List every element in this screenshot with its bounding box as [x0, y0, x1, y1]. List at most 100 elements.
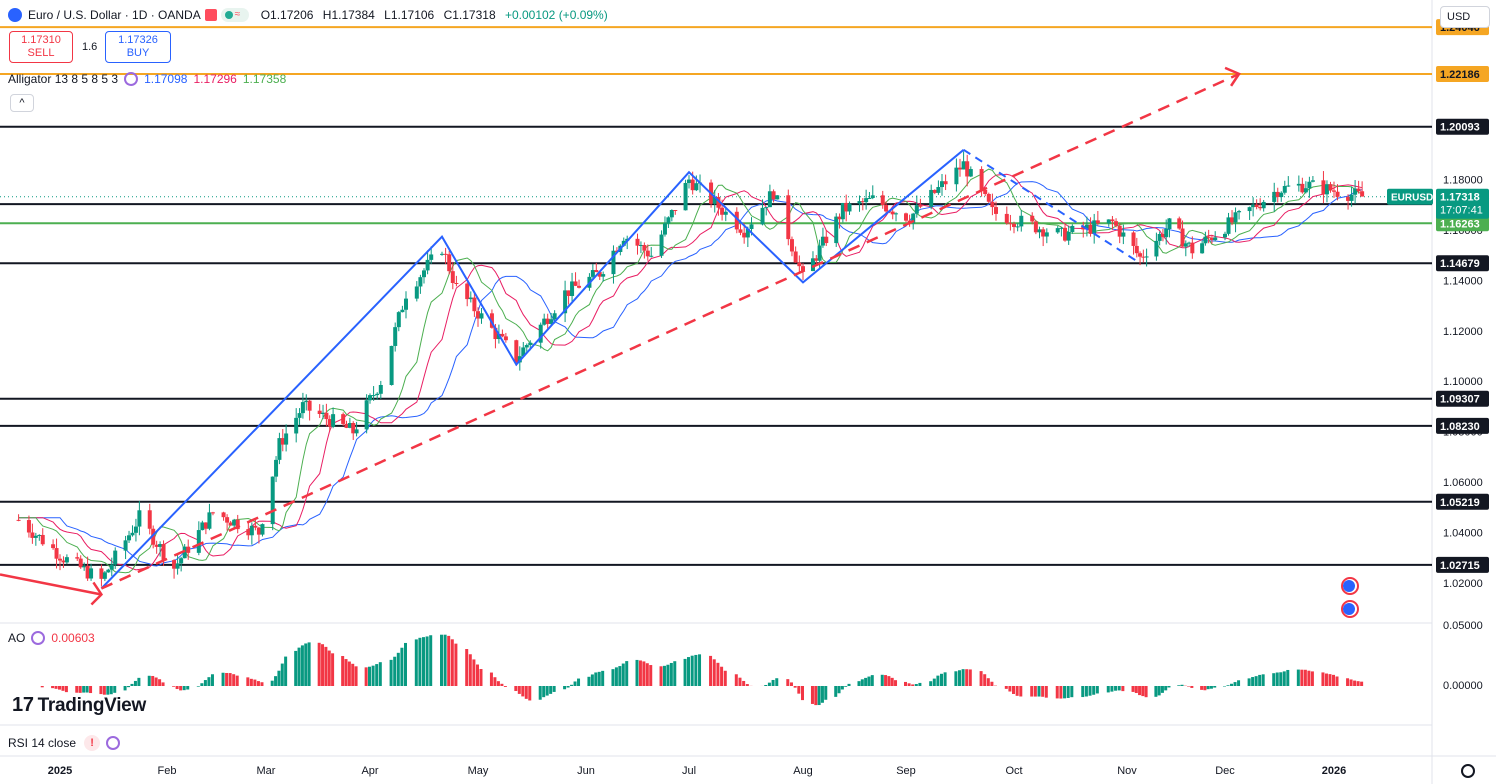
ao-bar: [965, 669, 969, 686]
alligator-legend[interactable]: Alligator 13 8 5 8 5 3 1.17098 1.17296 1…: [8, 72, 286, 86]
ao-bar: [127, 686, 131, 688]
blue-dashed-line: [963, 148, 1141, 265]
candle-body: [514, 340, 519, 363]
symbol-title[interactable]: Euro / U.S. Dollar · 1D · OANDA: [28, 8, 201, 22]
ao-legend[interactable]: AO 0.00603: [8, 631, 95, 645]
ao-bar: [200, 683, 204, 686]
candle-body: [789, 239, 794, 252]
ao-bar: [1279, 672, 1283, 686]
candle-body: [965, 161, 970, 177]
ao-bar: [274, 676, 278, 686]
tradingview-name: TradingView: [37, 694, 147, 716]
candle-body: [400, 309, 405, 313]
candle-body: [563, 290, 568, 314]
candle-body: [479, 313, 484, 319]
ao-bar: [1081, 686, 1085, 698]
candle-body: [364, 400, 369, 430]
ao-bar: [425, 636, 429, 686]
ao-bar: [712, 659, 716, 686]
buy-button[interactable]: 1.17326 BUY: [105, 31, 171, 63]
alligator-jaw-line: [18, 181, 1363, 567]
last-price-label: 1.17318: [1440, 192, 1480, 204]
candle-body: [1346, 196, 1351, 201]
ao-bar: [1144, 686, 1148, 698]
candle-body: [918, 205, 923, 207]
ao-bar: [277, 670, 281, 686]
ao-bar: [552, 686, 556, 692]
rsi-label[interactable]: RSI 14 close: [8, 736, 77, 750]
gear-icon[interactable]: [1461, 764, 1475, 778]
alligator-label[interactable]: Alligator 13 8 5 8 5 3: [8, 72, 119, 86]
ao-bar: [225, 672, 229, 686]
price-tick-label: 1.18000: [1443, 175, 1483, 187]
candle-body: [109, 564, 114, 570]
ao-bar: [814, 686, 818, 706]
candle-body: [1131, 232, 1136, 246]
ao-bar: [89, 686, 93, 694]
ao-bar: [857, 681, 861, 686]
ao-bar: [1157, 686, 1161, 696]
ao-bar: [476, 664, 479, 686]
candle-body: [521, 347, 526, 357]
ao-bar: [1328, 674, 1332, 686]
ao-bar: [577, 678, 581, 686]
candle-body: [793, 251, 798, 263]
ao-bar: [472, 659, 476, 686]
ao-bar: [75, 686, 79, 693]
candle-body: [378, 384, 383, 394]
candle-body: [749, 224, 754, 230]
level-label-bg: [1436, 255, 1489, 272]
candle-body: [447, 254, 452, 272]
candle-body: [1230, 217, 1235, 223]
currency-selector[interactable]: USD: [1440, 6, 1490, 28]
candle-body: [1233, 212, 1238, 223]
candle-body: [1055, 228, 1060, 233]
ao-bar: [587, 676, 591, 686]
euro-flag-icon: [8, 8, 22, 22]
market-status-pill[interactable]: ≈: [220, 8, 249, 22]
symbol-legend[interactable]: Euro / U.S. Dollar · 1D · OANDA ≈ O1.172…: [8, 8, 614, 22]
candle-body: [297, 413, 302, 418]
ao-bar: [932, 678, 936, 686]
tradingview-logo[interactable]: 17 TradingView: [12, 694, 146, 717]
time-axis-label: Dec: [1215, 765, 1235, 777]
candle-body: [1321, 180, 1326, 195]
candle-body: [1275, 191, 1280, 198]
candle-body: [847, 203, 852, 212]
ao-bar: [1167, 686, 1171, 688]
ao-cycle-icon[interactable]: [31, 631, 46, 645]
ao-bar: [775, 678, 779, 686]
candle-body: [151, 528, 156, 545]
sell-button[interactable]: 1.17310 SELL: [9, 31, 73, 63]
candle-body: [810, 258, 815, 272]
candle-body: [414, 286, 419, 299]
ao-bar: [347, 661, 351, 686]
rsi-legend[interactable]: RSI 14 close !: [8, 735, 126, 751]
candle-body: [642, 244, 647, 251]
ao-bar: [563, 686, 567, 690]
candle-body: [440, 253, 444, 255]
ao-bar: [1206, 686, 1210, 690]
candle-body: [1141, 256, 1146, 258]
ao-label[interactable]: AO: [8, 631, 26, 645]
ao-bar: [614, 667, 618, 686]
candle-body: [465, 283, 470, 300]
warning-icon[interactable]: !: [84, 735, 101, 751]
ao-bar: [1044, 686, 1048, 698]
candle-body: [884, 204, 889, 212]
ao-bar: [847, 683, 851, 686]
cycle-icon[interactable]: [124, 72, 139, 86]
collapse-legend-button[interactable]: ^: [10, 94, 34, 112]
candle-body: [75, 557, 80, 559]
rsi-cycle-icon[interactable]: [106, 736, 121, 750]
candle-body: [61, 560, 66, 563]
price-axis[interactable]: 1.180001.160001.140001.120001.100001.080…: [1387, 19, 1489, 692]
ao-bar: [880, 674, 884, 686]
flag-icon[interactable]: [204, 9, 217, 21]
ao-bar: [1258, 674, 1262, 686]
ao-bar: [1356, 681, 1360, 686]
ao-bar: [106, 686, 110, 695]
ao-bar: [479, 669, 483, 686]
candle-body: [454, 282, 459, 284]
